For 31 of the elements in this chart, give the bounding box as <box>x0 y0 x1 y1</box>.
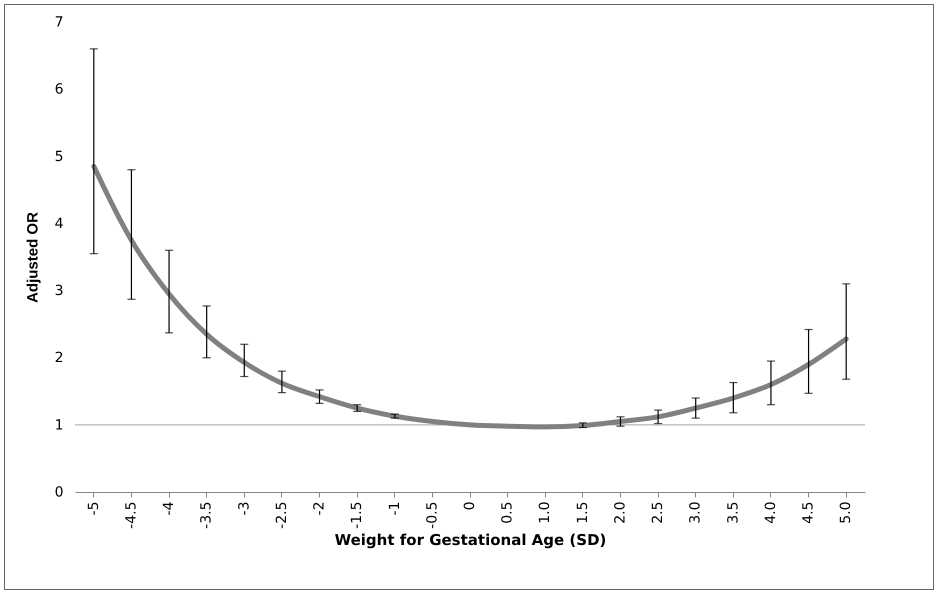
x-tick-label: -5 <box>86 502 102 516</box>
y-tick-label: 6 <box>54 82 64 98</box>
x-tick-label: 3.5 <box>725 502 742 524</box>
y-tick-label: 1 <box>54 417 64 434</box>
y-tick-label: 3 <box>54 283 64 300</box>
x-tick-label: 3.0 <box>688 502 704 524</box>
x-axis-title: Weight for Gestational Age (SD) <box>334 530 606 549</box>
x-tick-label: -3 <box>236 502 252 516</box>
x-tick-label: 4.0 <box>762 502 779 524</box>
y-axis-title: Adjusted OR <box>24 212 42 303</box>
x-tick-label: 0.5 <box>500 502 516 524</box>
x-tick-label: -2 <box>312 502 328 516</box>
y-tick-label: 2 <box>54 350 64 366</box>
x-tick-label: 4.5 <box>800 502 817 524</box>
x-tick-label: -0.5 <box>424 502 440 529</box>
x-tick-label: 1.5 <box>574 502 591 524</box>
y-tick-label: 7 <box>54 14 64 30</box>
x-tick-label: 5.0 <box>838 502 854 524</box>
x-tick-label: -1.5 <box>349 502 366 529</box>
x-tick-label: -4.5 <box>123 502 140 529</box>
x-tick-label: 1.0 <box>537 502 554 524</box>
y-tick-label: 0 <box>54 484 64 500</box>
x-tick-label: -2.5 <box>274 502 290 529</box>
x-tick-label: 2.5 <box>650 502 666 524</box>
y-tick-label: 4 <box>54 216 64 232</box>
x-tick-label: 0 <box>462 502 478 510</box>
x-tick-label: -4 <box>161 501 178 516</box>
x-tick-label: 2.0 <box>612 502 628 524</box>
x-tick-label: -3.5 <box>198 502 215 529</box>
y-tick-label: 5 <box>54 148 64 165</box>
x-tick-label: -1 <box>386 502 403 516</box>
